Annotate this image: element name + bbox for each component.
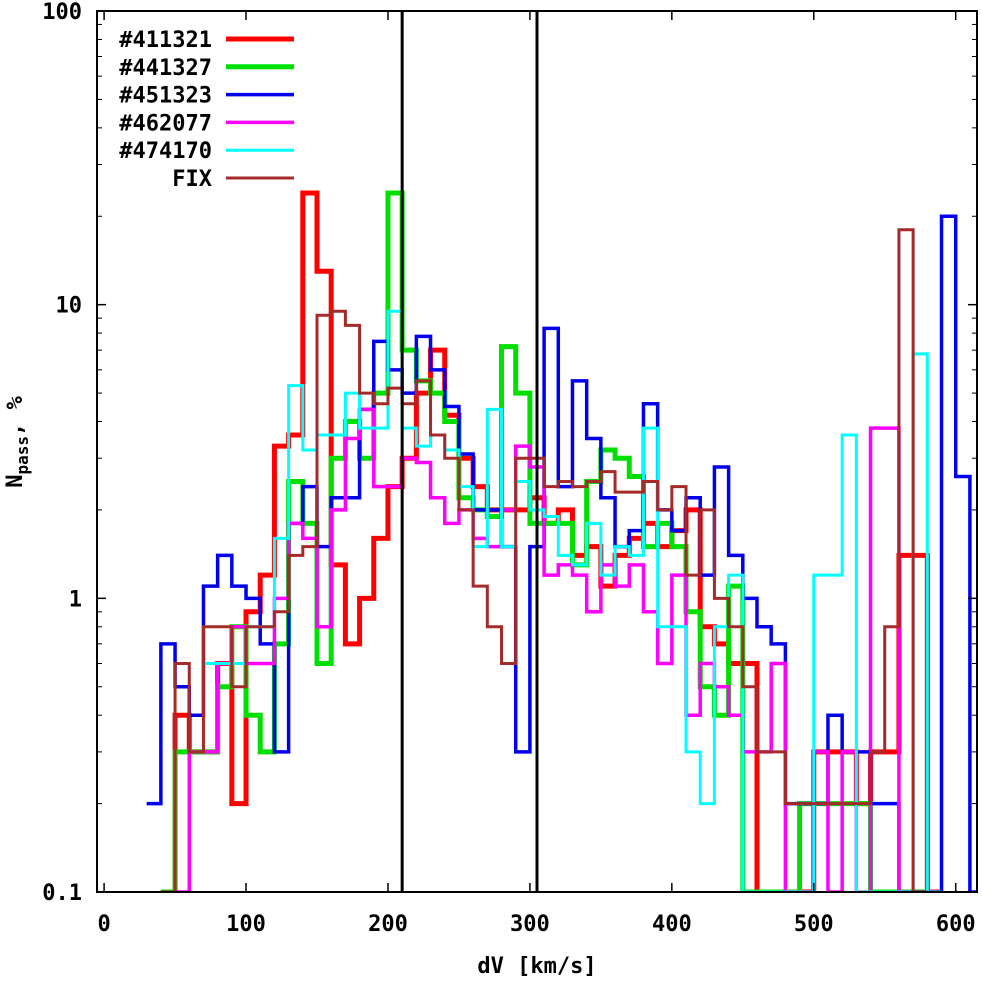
x-tick-label: 600 — [936, 912, 976, 937]
y-tick-label: 10 — [56, 294, 83, 319]
legend-label: #462077 — [119, 111, 212, 136]
y-axis-label: Npass, % — [3, 395, 32, 487]
x-tick-label: 0 — [97, 912, 110, 937]
legend-label: FIX — [172, 167, 212, 192]
series-line-4 — [175, 407, 914, 892]
legend-label: #474170 — [119, 139, 212, 164]
legend-label: #441327 — [119, 56, 212, 81]
legend-label: #411321 — [119, 28, 212, 53]
legend: #411321 #441327 #451323#462077 #474170 FIX — [119, 28, 294, 192]
x-axis-label: dV [km/s] — [477, 954, 596, 979]
x-tick-label: 300 — [510, 912, 550, 937]
x-tick-label: 200 — [368, 912, 408, 937]
vertical-lines — [400, 11, 539, 892]
y-tick-label: 100 — [42, 0, 82, 25]
legend-label: #451323 — [119, 84, 212, 109]
ticks: 0 100 200 300 400 500 600 0.1 1 10 100 — [42, 0, 977, 937]
y-tick-label: 0.1 — [42, 881, 82, 906]
plot-frame — [96, 10, 978, 893]
y-axis-label-suffix: , % — [3, 395, 28, 435]
x-tick-label: 100 — [226, 912, 266, 937]
x-tick-label: 500 — [794, 912, 834, 937]
y-tick-label: 1 — [69, 587, 82, 612]
y-axis-label-sub: pass — [13, 436, 32, 475]
series-line-1 — [160, 190, 942, 892]
series-layer — [146, 190, 977, 892]
x-tick-label: 400 — [652, 912, 692, 937]
series-line-5 — [203, 309, 942, 892]
y-axis-label-main: N — [3, 475, 28, 488]
series-line-6 — [160, 228, 928, 892]
